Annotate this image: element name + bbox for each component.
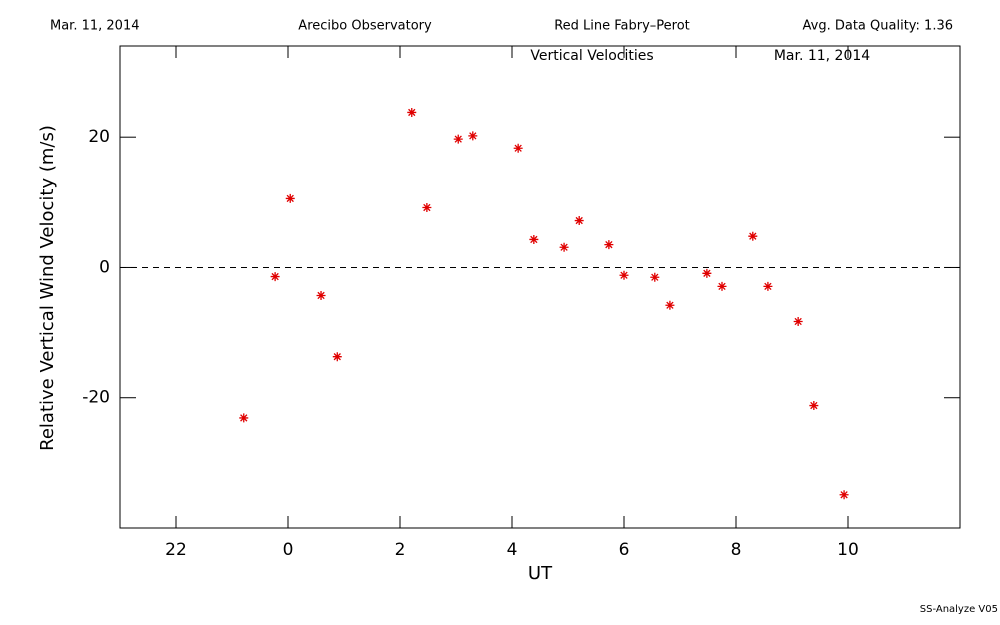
data-point (748, 231, 758, 241)
data-point (717, 281, 727, 291)
data-point (809, 401, 819, 411)
y-tick-label: -20 (82, 388, 110, 408)
data-point (529, 234, 539, 244)
data-point (316, 290, 326, 300)
chart-subtitle: Mar. 11, 2014 (774, 48, 870, 64)
x-tick-label: 2 (395, 540, 406, 560)
x-tick-label: 4 (507, 540, 518, 560)
data-point (270, 272, 280, 282)
data-point (619, 270, 629, 280)
x-tick-label: 22 (165, 540, 187, 560)
data-point (839, 490, 849, 500)
y-tick-label: 0 (99, 257, 110, 277)
plot-frame (119, 45, 961, 529)
header-quality: Avg. Data Quality: 1.36 (803, 19, 953, 34)
data-point (453, 134, 463, 144)
data-point (513, 143, 523, 153)
x-tick-label: 0 (283, 540, 294, 560)
y-axis-label: Relative Vertical Wind Velocity (m/s) (37, 125, 58, 451)
data-point (407, 107, 417, 117)
data-point (574, 216, 584, 226)
header-date: Mar. 11, 2014 (50, 19, 140, 34)
data-point (763, 281, 773, 291)
data-point (793, 317, 803, 327)
data-point (239, 413, 249, 423)
x-axis-label: UT (528, 563, 553, 584)
header-instrument: Red Line Fabry–Perot (554, 19, 690, 34)
x-tick-label: 6 (619, 540, 630, 560)
header-site: Arecibo Observatory (298, 19, 432, 34)
x-tick-label: 10 (837, 540, 859, 560)
data-point (604, 240, 614, 250)
data-point (702, 268, 712, 278)
y-tick-label: 20 (88, 127, 110, 147)
footer: SS-Analyze V05 (920, 604, 998, 615)
data-point (332, 352, 342, 362)
data-point (559, 242, 569, 252)
data-point (285, 193, 295, 203)
data-point (650, 272, 660, 282)
data-point (422, 203, 432, 213)
x-tick-label: 8 (731, 540, 742, 560)
data-point (665, 300, 675, 310)
chart-title: Vertical Velocities (530, 48, 653, 64)
data-point (468, 131, 478, 141)
